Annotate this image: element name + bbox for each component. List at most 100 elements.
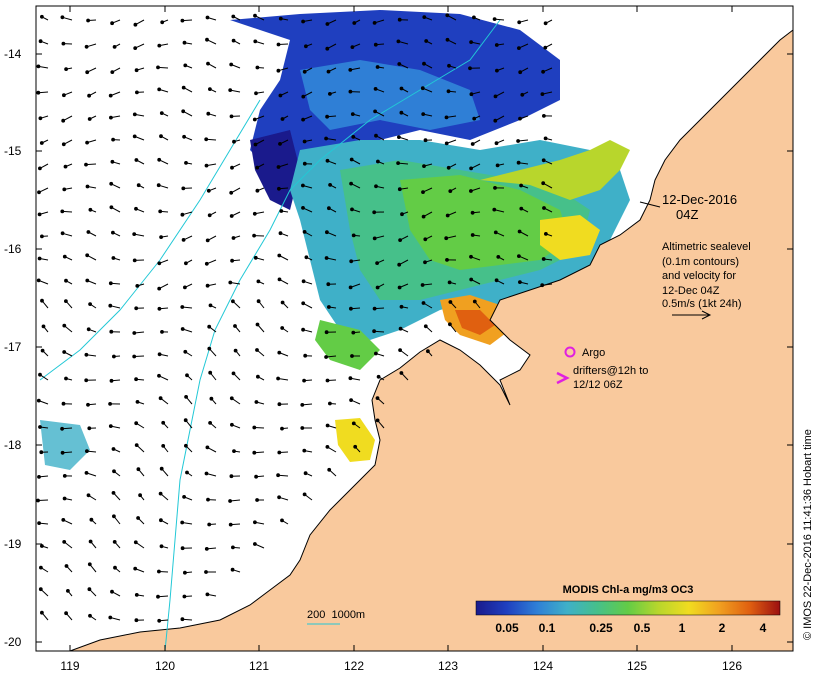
velocity-arrow-head <box>160 330 164 334</box>
velocity-arrow-head <box>112 354 116 359</box>
velocity-arrow-head <box>136 183 141 188</box>
credit-label: © IMOS 22-Dec-2016 11:41:36 Hobart time <box>802 429 814 640</box>
velocity-arrow-head <box>256 374 260 379</box>
velocity-arrow-head <box>372 210 377 215</box>
velocity-arrow-head <box>86 493 91 498</box>
velocity-arrow-head <box>278 93 283 98</box>
velocity-arrow-head <box>301 183 305 188</box>
velocity-arrow-head <box>424 39 429 43</box>
velocity-arrow-head <box>324 256 329 260</box>
velocity-arrow-head <box>182 594 187 599</box>
velocity-arrow-head <box>84 352 89 357</box>
velocity-arrow-head <box>374 184 378 189</box>
velocity-arrow-head <box>325 158 330 163</box>
velocity-arrow-head <box>375 396 380 401</box>
velocity-arrow-head <box>253 13 257 18</box>
velocity-arrow-head <box>399 304 404 309</box>
velocity-arrow-head <box>39 141 44 145</box>
velocity-arrow-head <box>41 324 46 329</box>
velocity-arrow-head <box>37 212 42 217</box>
velocity-arrow-head <box>61 118 66 123</box>
colorbar-tick-label: 0.25 <box>589 621 613 635</box>
velocity-arrow-head <box>446 165 451 170</box>
velocity-arrow-head <box>256 279 261 284</box>
velocity-arrow-head <box>62 93 66 98</box>
velocity-arrow-head <box>448 189 453 194</box>
velocity-arrow-head <box>277 186 281 191</box>
velocity-arrow-head <box>470 142 475 146</box>
velocity-arrow-head <box>397 285 402 290</box>
velocity-arrow-head <box>204 163 209 168</box>
velocity-arrow-head <box>208 370 213 375</box>
velocity-arrow-head <box>444 115 449 120</box>
velocity-arrow-head <box>38 587 43 592</box>
velocity-arrow-head <box>468 66 472 71</box>
velocity-arrow-head <box>301 206 305 210</box>
velocity-arrow-head <box>64 564 69 568</box>
velocity-arrow-head <box>111 137 115 142</box>
velocity-arrow-head <box>372 236 377 241</box>
velocity-arrow-head <box>136 467 141 472</box>
velocity-arrow-head <box>62 474 67 478</box>
velocity-arrow-head <box>37 521 41 525</box>
velocity-arrow-head <box>36 90 41 95</box>
velocity-arrow-head <box>158 396 163 401</box>
velocity-arrow-head <box>327 305 331 309</box>
velocity-arrow-head <box>541 257 546 261</box>
argo-marker-icon <box>564 346 576 358</box>
velocity-arrow-head <box>109 115 113 120</box>
velocity-arrow-head <box>204 261 209 266</box>
velocity-arrow-head <box>446 89 451 94</box>
velocity-arrow-head <box>134 443 139 448</box>
velocity-arrow-head <box>161 444 166 448</box>
lon-tick-label: 119 <box>60 659 79 673</box>
velocity-arrow-head <box>301 94 306 99</box>
velocity-arrow-head <box>84 471 89 475</box>
velocity-arrow-head <box>134 306 139 311</box>
velocity-arrow-head <box>134 618 139 623</box>
velocity-arrow-head <box>325 378 330 383</box>
velocity-arrow-head <box>157 286 162 291</box>
lon-tick-label: 125 <box>627 659 647 673</box>
velocity-arrow-head <box>87 93 91 98</box>
velocity-arrow-head <box>423 138 428 143</box>
colorbar-title: MODIS Chl-a mg/m3 OC3 <box>563 584 694 596</box>
velocity-arrow-head <box>444 141 449 146</box>
velocity-arrow-head <box>180 305 185 309</box>
velocity-arrow-head <box>60 209 65 214</box>
velocity-arrow-head <box>160 20 165 25</box>
velocity-arrow-head <box>397 187 402 192</box>
colorbar-tick-label: 4 <box>760 621 767 635</box>
velocity-arrow-head <box>157 569 161 574</box>
velocity-arrow-head <box>132 331 137 335</box>
velocity-arrow-head <box>396 161 401 166</box>
velocity-arrow-head <box>229 396 234 401</box>
velocity-arrow-head <box>232 139 236 144</box>
velocity-arrow-head <box>85 140 89 145</box>
velocity-arrow-head <box>517 229 522 234</box>
velocity-arrow-head <box>516 139 520 143</box>
velocity-arrow-head <box>61 518 66 522</box>
velocity-arrow-head <box>180 617 185 622</box>
velocity-arrow-head <box>111 491 116 495</box>
velocity-arrow-head <box>108 424 113 429</box>
velocity-arrow-head <box>277 277 282 282</box>
velocity-arrow-head <box>184 161 188 165</box>
velocity-arrow-head <box>64 376 68 381</box>
velocity-arrow-head <box>231 38 236 43</box>
velocity-arrow-head <box>254 400 259 404</box>
velocity-arrow-head <box>206 188 211 193</box>
velocity-arrow-head <box>204 471 209 476</box>
velocity-arrow-head <box>398 326 403 331</box>
velocity-arrow-head <box>228 499 233 503</box>
lon-tick-label: 122 <box>344 659 364 673</box>
velocity-arrow-head <box>543 45 548 50</box>
velocity-arrow-head <box>182 495 187 499</box>
lat-tick-label: -17 <box>4 340 22 354</box>
velocity-arrow-head <box>62 323 67 328</box>
velocity-arrow-head <box>375 65 380 69</box>
velocity-arrow-head <box>470 233 475 237</box>
velocity-arrow-head <box>348 89 353 94</box>
velocity-arrow-head <box>278 16 283 21</box>
velocity-arrow-head <box>85 449 89 454</box>
